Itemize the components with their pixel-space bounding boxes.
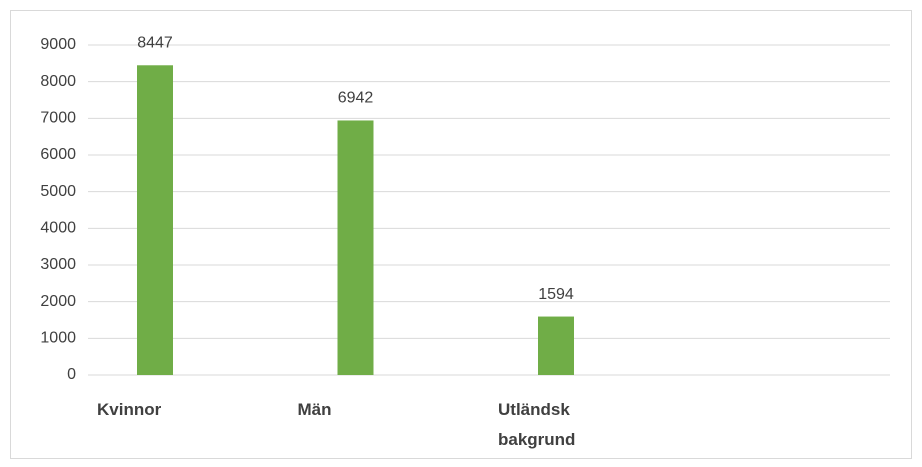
data-label: 6942 [338, 90, 374, 107]
bar [137, 65, 173, 375]
y-tick-label: 9000 [40, 36, 76, 53]
y-tick-label: 2000 [40, 293, 76, 310]
y-tick-label: 5000 [40, 183, 76, 200]
y-tick-label: 8000 [40, 73, 76, 90]
y-tick-label: 1000 [40, 330, 76, 347]
y-tick-label: 4000 [40, 220, 76, 237]
data-label: 1594 [538, 286, 574, 303]
y-tick-label: 3000 [40, 256, 76, 273]
y-tick-label: 0 [67, 366, 76, 383]
bar [337, 120, 374, 376]
data-label: 8447 [137, 34, 173, 51]
x-tick-label: Utländsk bakgrund [498, 400, 575, 449]
y-tick-label: 7000 [40, 110, 76, 127]
x-tick-label: Kvinnor [97, 400, 162, 419]
bar [538, 316, 574, 375]
x-tick-label: Män [298, 400, 332, 419]
y-tick-label: 6000 [40, 146, 76, 163]
